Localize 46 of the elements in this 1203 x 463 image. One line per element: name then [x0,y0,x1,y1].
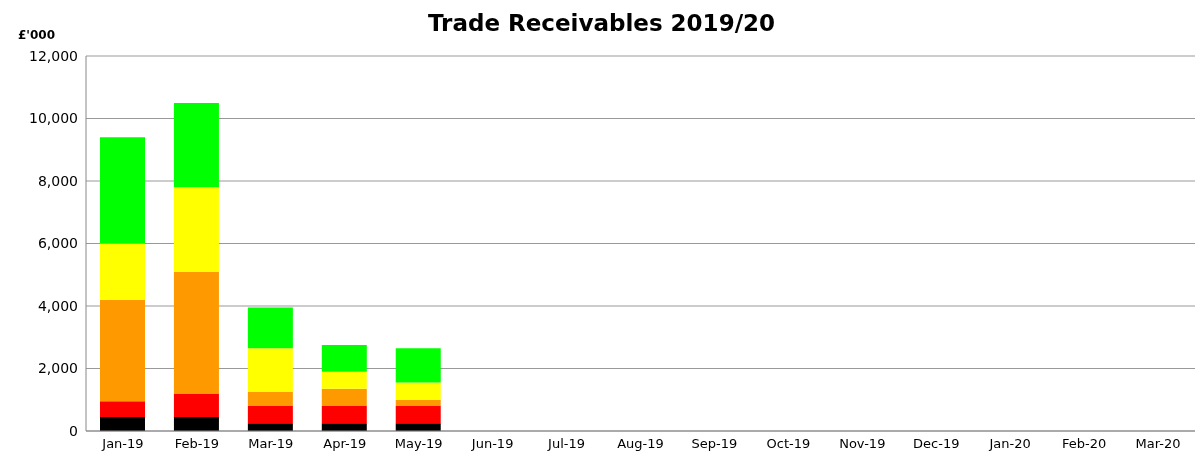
bar [173,271,219,394]
bar [100,401,145,417]
y-axis-title: £'000 [18,28,56,42]
bar [321,388,367,406]
bar [395,406,441,424]
x-tick-label: Feb-19 [174,436,220,452]
x-tick-label: Jul-19 [547,436,586,452]
x-tick-label: Sep-19 [691,436,738,452]
bar [247,348,293,392]
x-tick-label: Apr-19 [323,436,367,452]
bar [173,187,219,272]
x-tick-label: Jun-19 [470,436,514,452]
x-tick-label: Dec-19 [913,436,960,452]
bar [100,137,145,244]
bar [247,406,293,424]
x-tick-label: Aug-19 [617,436,664,452]
bar [247,307,293,349]
x-tick-label: Jan-19 [101,436,144,452]
bar [395,399,441,406]
bar [321,406,367,424]
bar [321,371,367,389]
bar [395,382,441,400]
bar [173,102,219,188]
chart-title: Trade Receivables 2019/20 [427,10,776,36]
bar [100,416,145,431]
x-tick-label: Mar-19 [248,436,294,452]
y-tick-label: 0 [69,422,78,439]
y-tick-label: 10,000 [29,110,78,127]
x-tick-label: Oct-19 [766,436,811,452]
bar [173,393,219,417]
bar [100,243,145,300]
bar [100,299,145,402]
y-tick-label: 12,000 [29,47,78,64]
bar [173,416,219,431]
y-tick-label: 6,000 [37,235,78,252]
x-tick-label: May-19 [394,436,443,452]
x-tick-label: Mar-20 [1135,436,1181,452]
x-tick-label: Feb-20 [1061,436,1107,452]
bar [247,391,293,406]
bar [395,348,441,383]
x-tick-label: Jan-20 [988,436,1031,452]
y-tick-label: 8,000 [37,172,78,189]
y-tick-label: 4,000 [37,297,78,314]
bar [321,345,367,372]
y-tick-label: 2,000 [37,360,78,377]
x-tick-label: Nov-19 [839,436,886,452]
